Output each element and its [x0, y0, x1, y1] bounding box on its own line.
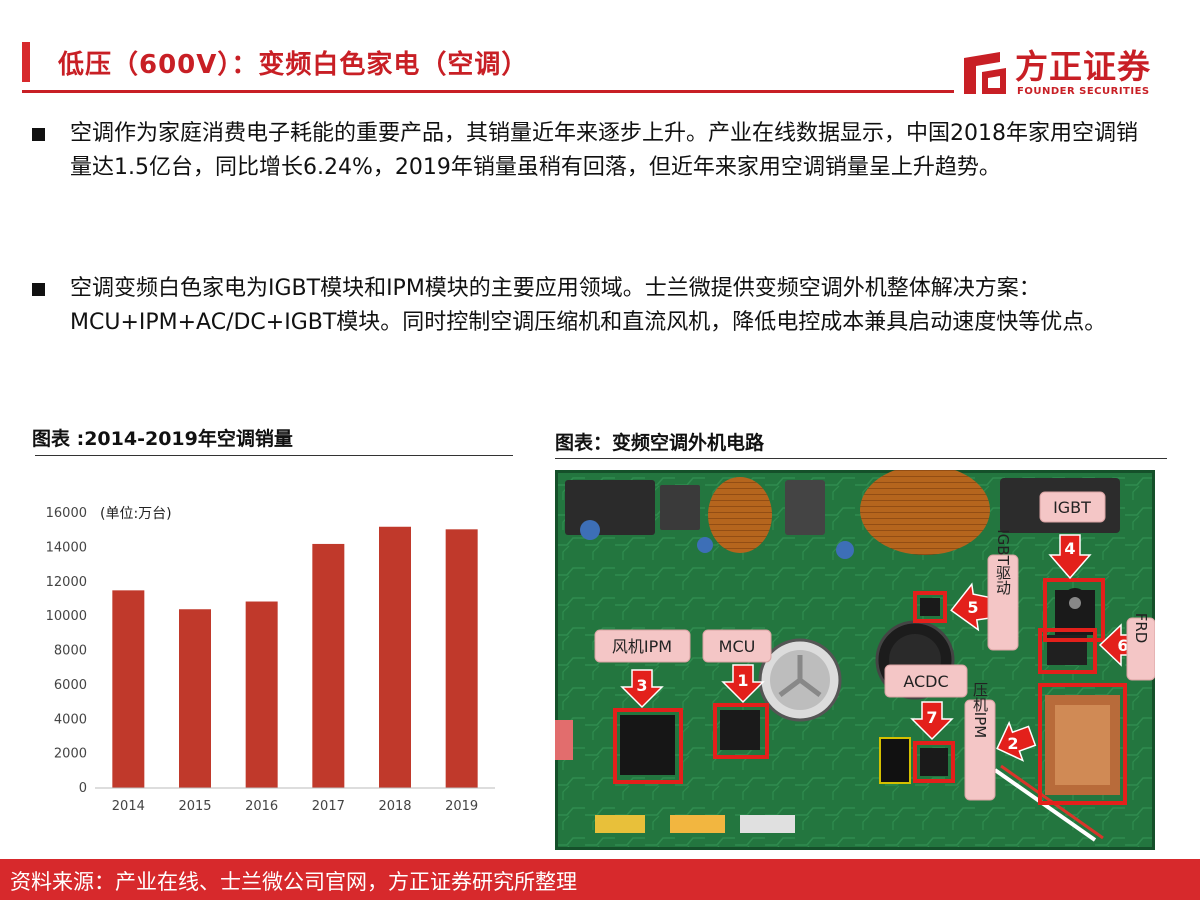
label-acdc: ACDC [903, 672, 948, 691]
bullet-igbt-application: 空调变频白色家电为IGBT模块和IPM模块的主要应用领域。士兰微提供变频空调外机… [32, 272, 1152, 340]
arrow-1-number: 1 [737, 671, 748, 690]
fan-ipm-chip [620, 715, 675, 775]
x-tick-label: 2016 [245, 799, 278, 814]
arrow-3 [620, 669, 664, 709]
acdc-chip [920, 748, 948, 776]
sales-bar-chart: 0 2000 4000 6000 8000 10000 12000 14000 16000 20… [30, 488, 510, 828]
arrow-2 [996, 720, 1037, 762]
y-tick-label: 10000 [46, 609, 87, 624]
y-tick-label: 6000 [54, 678, 87, 693]
label-frd: FRD [1132, 613, 1150, 644]
bullet-text: 空调变频白色家电为IGBT模块和IPM模块的主要应用领域。士兰微提供变频空调外机… [70, 276, 1107, 335]
arrow-3-number: 3 [636, 676, 647, 695]
y-tick-label: 12000 [46, 575, 87, 590]
mcu-chip [720, 710, 760, 750]
y-tick-label: 16000 [46, 506, 87, 521]
founder-securities-logo: 方正证券 FOUNDER SECURITIES [960, 48, 1170, 102]
chart-unit-label: (单位:万台) [100, 506, 172, 522]
label-fan-ipm: 风机IPM [612, 637, 672, 656]
y-tick-label: 4000 [54, 712, 87, 727]
bar-2016 [245, 601, 278, 788]
inductor-coil-small [708, 477, 772, 553]
bullet-square-icon [32, 128, 45, 141]
y-tick-label: 0 [79, 781, 87, 796]
photo-caption-rule [555, 458, 1167, 459]
y-axis: 0 2000 4000 6000 8000 10000 12000 14000 16000 [46, 506, 87, 796]
y-tick-label: 2000 [54, 747, 87, 762]
bar-2017 [312, 543, 345, 788]
y-tick-label: 14000 [46, 540, 87, 555]
page-title: 低压（600V）：变频白色家电（空调） [58, 50, 529, 80]
arrow-5-number: 5 [967, 598, 978, 617]
bar-2018 [379, 526, 411, 788]
igbt-driver-chip [920, 598, 940, 616]
x-tick-label: 2019 [445, 799, 478, 814]
arrow-7 [910, 701, 954, 741]
bullet-sales-trend: 空调作为家庭消费电子耗能的重要产品，其销量近年来逐步上升。产业在线数据显示，中国… [32, 117, 1152, 185]
bar-2014 [112, 590, 145, 788]
pcb-illustration: 1 2 3 4 5 6 7 IGBT IGBT驱动 FRD 风机IPM MCU … [555, 470, 1155, 850]
relay-block [565, 480, 655, 535]
x-tick-label: 2018 [378, 799, 411, 814]
title-accent-bar [22, 42, 30, 82]
bullet-square-icon [32, 283, 45, 296]
arrow-7-number: 7 [926, 708, 937, 727]
x-axis: 2014 2015 2016 2017 2018 2019 [95, 787, 495, 814]
photo-caption: 图表：变频空调外机电路 [555, 432, 765, 454]
x-tick-label: 2017 [312, 799, 345, 814]
x-tick-label: 2014 [112, 799, 145, 814]
source-text: 资料来源：产业在线、士兰微公司官网，方正证券研究所整理 [10, 870, 577, 894]
founder-logo-icon [964, 52, 1006, 94]
bar-chart-svg: 0 2000 4000 6000 8000 10000 12000 14000 16000 20… [46, 506, 495, 814]
bar-2019 [445, 529, 478, 788]
bullet-text: 空调作为家庭消费电子耗能的重要产品，其销量近年来逐步上升。产业在线数据显示，中国… [70, 121, 1138, 180]
logo-english-name: FOUNDER SECURITIES [1017, 86, 1150, 97]
label-igbt: IGBT [1053, 498, 1091, 517]
label-igbt-driver: IGBT驱动 [994, 529, 1012, 596]
inverter-board-photo: 1 2 3 4 5 6 7 IGBT IGBT驱动 FRD 风机IPM MCU … [555, 470, 1155, 850]
inductor-coil-large [860, 470, 990, 555]
chart-caption-rule [35, 455, 513, 456]
arrow-2-number: 2 [1007, 734, 1018, 753]
arrow-4 [1048, 534, 1092, 580]
label-compressor-ipm: 压机IPM [971, 682, 989, 738]
title-underline [22, 90, 954, 93]
bar-series [112, 526, 478, 788]
x-tick-label: 2015 [178, 799, 211, 814]
logo-chinese-name: 方正证券 [1015, 47, 1151, 86]
arrow-1 [721, 664, 765, 704]
y-tick-label: 8000 [54, 644, 87, 659]
arrow-6-number: 6 [1117, 636, 1128, 655]
bar-2015 [179, 609, 211, 788]
label-mcu: MCU [719, 637, 756, 656]
arrow-4-number: 4 [1064, 539, 1075, 558]
chart-caption: 图表 :2014-2019年空调销量 [32, 428, 293, 450]
source-footer: 资料来源：产业在线、士兰微公司官网，方正证券研究所整理 [0, 859, 1200, 900]
